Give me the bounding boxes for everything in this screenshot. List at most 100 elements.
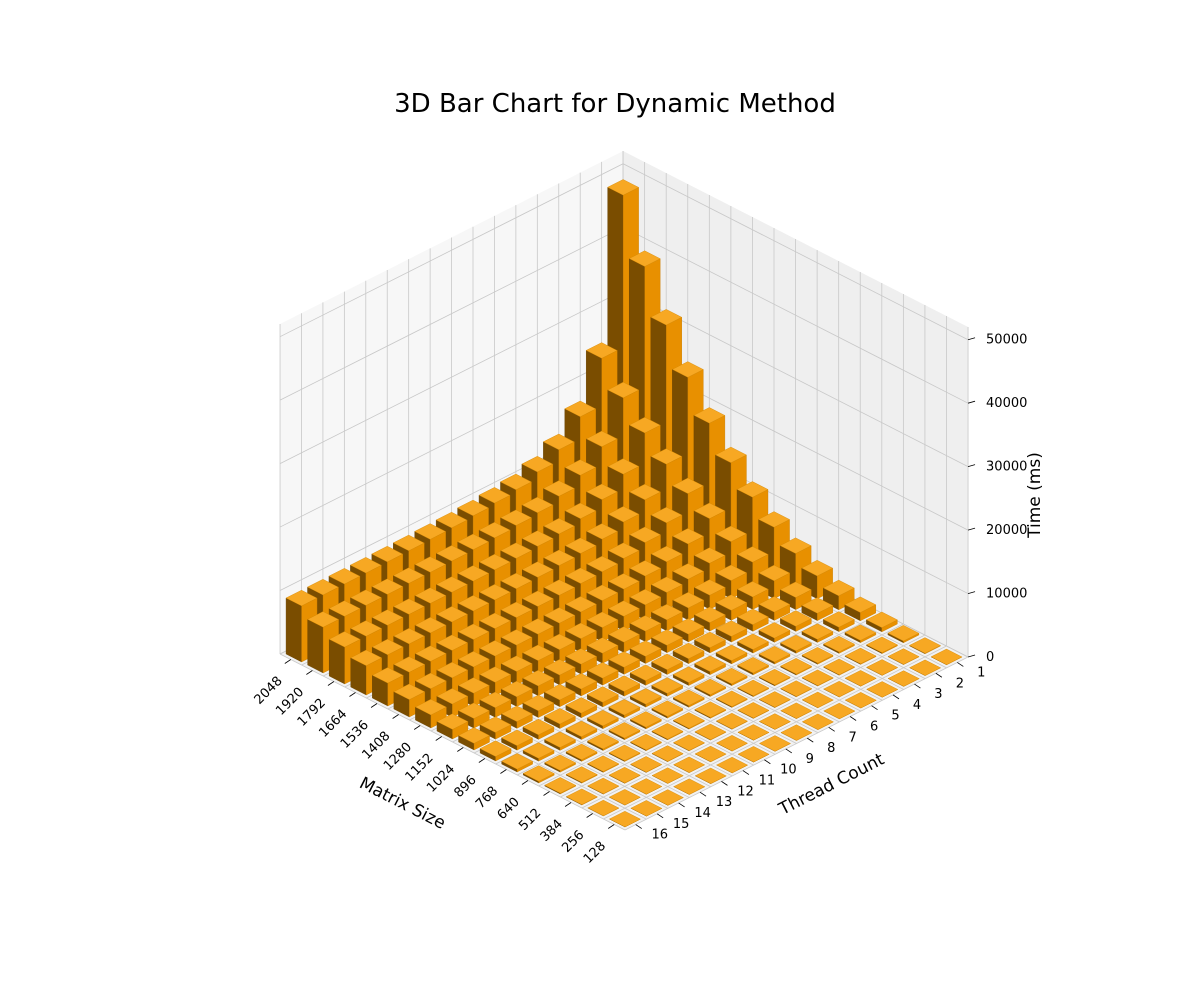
bar-top [736,546,769,563]
bar: 128 × 1: 10 [930,648,963,666]
bar-top [393,628,426,645]
bar: 1024 × 4: 1550 [715,594,748,621]
bar-top [865,611,898,628]
bar: 256 × 10: 18 [716,735,748,752]
bar-top [458,727,490,744]
bar: 512 × 10: 136 [672,712,705,730]
bar: 1152 × 7: 1650 [629,615,662,642]
bar: 256 × 11: 18 [694,745,727,763]
bar-top [779,537,812,554]
bar-top [823,680,856,698]
bar-top [672,712,705,729]
bar-top [780,658,813,675]
x-tick-label: 512 [516,806,544,834]
bar: 1280 × 10: 2110 [543,633,576,664]
bar: 384 × 14: 61 [608,767,641,784]
bar: 1024 × 3: 1950 [736,581,769,610]
bar-top [371,609,404,626]
y-tick-label: 10 [780,763,797,778]
bar-top [909,637,941,654]
bar-top [930,648,963,665]
bar-top [629,615,662,632]
bar: 896 × 2: 1900 [779,581,812,610]
z-tick-mark [967,464,976,468]
bar-top [629,640,662,657]
bar-top [393,656,426,673]
bar: 1152 × 8: 1600 [608,626,640,653]
bar-top [693,407,726,424]
bar-top [500,629,533,646]
bar: 768 × 15: 436 [522,742,555,762]
bar-top [737,724,770,741]
bar-top [715,446,747,464]
bar-top [392,567,425,584]
bar-top [543,549,576,566]
bar: 256 × 8: 19 [758,713,791,730]
chart-title: 3D Bar Chart for Dynamic Method [394,89,836,119]
bar-top [307,579,339,596]
bar: 1152 × 10: 1550 [565,648,598,675]
bar: 768 × 16: 435 [501,753,534,773]
bar: 640 × 2: 680 [822,611,855,632]
bar: 1024 × 10: 1080 [586,662,619,686]
bar-top [758,564,791,582]
x-tick-mark [607,824,615,829]
bar-top [414,617,447,634]
y-tick-label: 11 [759,774,776,789]
bar-top [479,716,512,733]
y-tick-mark [635,824,642,829]
bar-top [693,502,726,519]
bar-top [457,595,490,612]
bar-top [586,584,619,601]
bar-top [565,697,598,714]
bar-top [564,596,597,613]
bar: 384 × 1: 280 [887,625,920,644]
bar-top [393,598,425,615]
bar: 512 × 7: 145 [737,679,770,697]
bar-top [758,713,791,730]
bar-top [629,711,662,728]
bar: 896 × 7: 770 [672,642,705,664]
bar: 768 × 2: 1150 [801,597,834,621]
bar-top [779,610,812,627]
bar: 384 × 2: 150 [866,636,898,654]
bar-top [630,778,663,795]
bar-top [608,722,641,739]
bar: 384 × 11: 62 [673,734,705,752]
bar-top [521,456,554,473]
bar-top [650,545,683,563]
bar-top [565,766,598,783]
bar-top [371,545,404,563]
x-tick-mark [457,747,464,752]
bar-top [715,667,748,685]
bar-top [542,433,575,450]
bar-top [758,596,791,613]
bar: 1024 × 13: 1055 [522,694,555,718]
x-tick-label: 256 [559,828,587,856]
bar-top [607,381,640,399]
bar: 1024 × 15: 1045 [479,716,512,740]
bar-top [544,731,576,748]
bar-top [629,664,662,681]
bar-top [479,666,512,683]
bar-top [436,713,469,730]
bar: 896 × 15: 700 [501,729,533,751]
bar: 1152 × 6: 1720 [650,604,683,632]
bar-top [457,499,489,517]
bar: 768 × 12: 442 [586,709,619,730]
x-tick-mark [521,780,529,785]
y-tick-mark [764,759,771,765]
bar: 1152 × 14: 1515 [479,691,512,718]
bar-top [328,600,361,617]
bar-top [457,702,490,719]
bar-top [887,648,920,665]
bar: 768 × 14: 438 [544,731,576,751]
bar: 128 × 13: 4 [673,778,706,795]
bar-top [801,691,834,708]
bar-top [565,648,598,665]
bar-top [522,765,555,782]
bar-top [500,655,533,672]
bar-top [500,572,533,590]
bar-top [457,651,490,668]
bar-top [414,645,447,662]
